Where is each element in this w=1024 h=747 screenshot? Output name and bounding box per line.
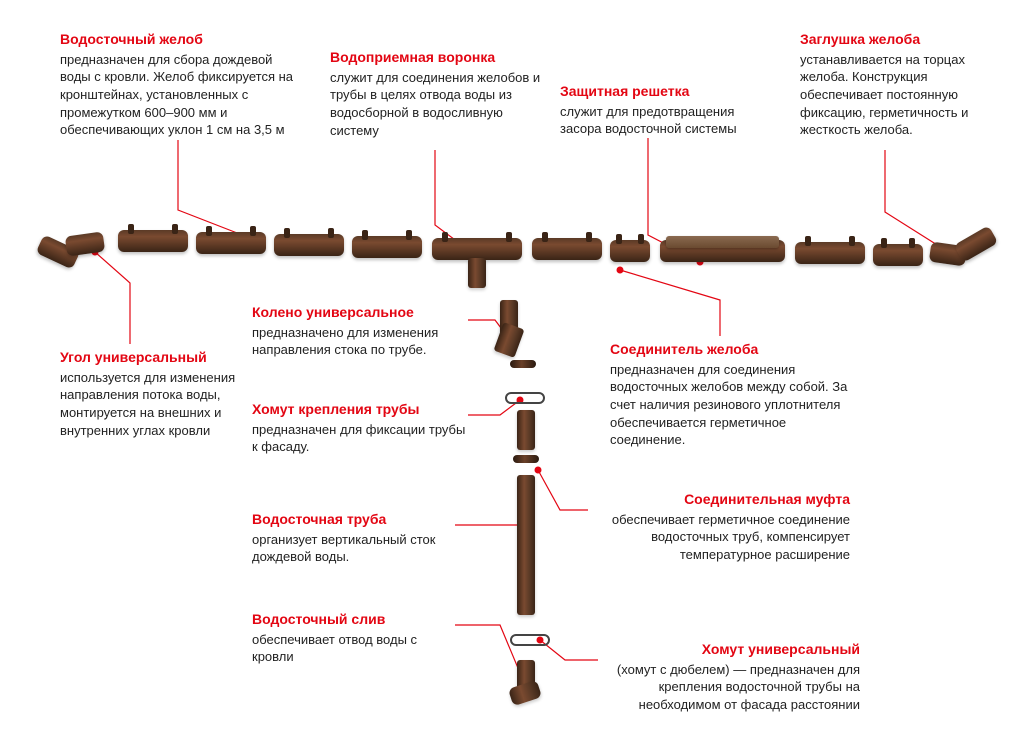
callout-uclamp: Хомут универсальный (хомут с дюбелем) — п… (600, 640, 860, 714)
part-uclamp (510, 630, 546, 646)
callout-title: Соединитель желоба (610, 340, 850, 359)
callout-title: Колено универсальное (252, 303, 467, 322)
part-gutter-seg-3 (274, 234, 344, 256)
callout-body: служит для соединения желобов и трубы в … (330, 70, 540, 138)
callout-body: организует вертикальный сток дождевой во… (252, 532, 435, 565)
callout-connector: Соединитель желоба предназначен для соеди… (610, 340, 850, 449)
callout-title: Заглушка желоба (800, 30, 995, 49)
part-gutter-seg-6 (795, 242, 865, 264)
part-pipe-mid (517, 410, 535, 450)
callout-corner: Угол универсальный используется для измен… (60, 348, 260, 439)
part-corner-left (38, 222, 88, 262)
callout-title: Водосточный желоб (60, 30, 305, 49)
callout-body: предназначен для сбора дождевой воды с к… (60, 52, 293, 137)
part-gutter-seg-4 (352, 236, 422, 258)
callout-title: Водоприемная воронка (330, 48, 545, 67)
callout-outlet: Водосточный слив обеспечивает отвод воды … (252, 610, 452, 666)
callout-pipe: Водосточная труба организует вертикальный… (252, 510, 452, 566)
part-gutter-seg-1 (118, 230, 188, 252)
part-pipe-long (517, 475, 535, 615)
callout-elbow: Колено универсальное предназначено для из… (252, 303, 467, 359)
callout-gutter: Водосточный желоб предназначен для сбора … (60, 30, 305, 139)
callout-title: Соединительная муфта (590, 490, 850, 509)
part-connector (610, 240, 650, 262)
callout-body: обеспечивает герметичное соединение водо… (612, 512, 850, 562)
callout-body: предназначен для фиксации трубы к фасаду… (252, 422, 465, 455)
part-bracket (505, 388, 541, 404)
callout-body: предназначен для соединения водосточных … (610, 362, 847, 447)
callout-body: служит для предотвращения засора водосто… (560, 104, 737, 137)
callout-body: предназначено для изменения направления … (252, 325, 438, 358)
callout-grate: Защитная решетка служит для предотвращени… (560, 82, 760, 138)
callout-body: обеспечивает отвод воды с кровли (252, 632, 417, 665)
part-ring-1 (510, 360, 536, 368)
callout-body: используется для изменения направления п… (60, 370, 235, 438)
callout-endcap: Заглушка желоба устанавливается на торцах… (800, 30, 995, 139)
callout-title: Угол универсальный (60, 348, 260, 367)
callout-title: Защитная решетка (560, 82, 760, 101)
callout-body: (хомут с дюбелем) — предназначен для кре… (617, 662, 860, 712)
callout-title: Водосточный слив (252, 610, 452, 629)
callout-title: Хомут универсальный (600, 640, 860, 659)
callout-title: Хомут крепления трубы (252, 400, 467, 419)
part-gutter-seg-2 (196, 232, 266, 254)
callout-coupler: Соединительная муфта обеспечивает гермети… (590, 490, 850, 564)
callout-title: Водосточная труба (252, 510, 452, 529)
part-corner-right (930, 224, 980, 264)
part-gutter-seg-5 (532, 238, 602, 260)
callout-funnel: Водоприемная воронка служит для соединени… (330, 48, 545, 139)
callout-bracket: Хомут крепления трубы предназначен для фи… (252, 400, 467, 456)
part-gutter-seg-7 (873, 244, 923, 266)
part-coupler (513, 455, 539, 463)
callout-body: устанавливается на торцах желоба. Констр… (800, 52, 968, 137)
